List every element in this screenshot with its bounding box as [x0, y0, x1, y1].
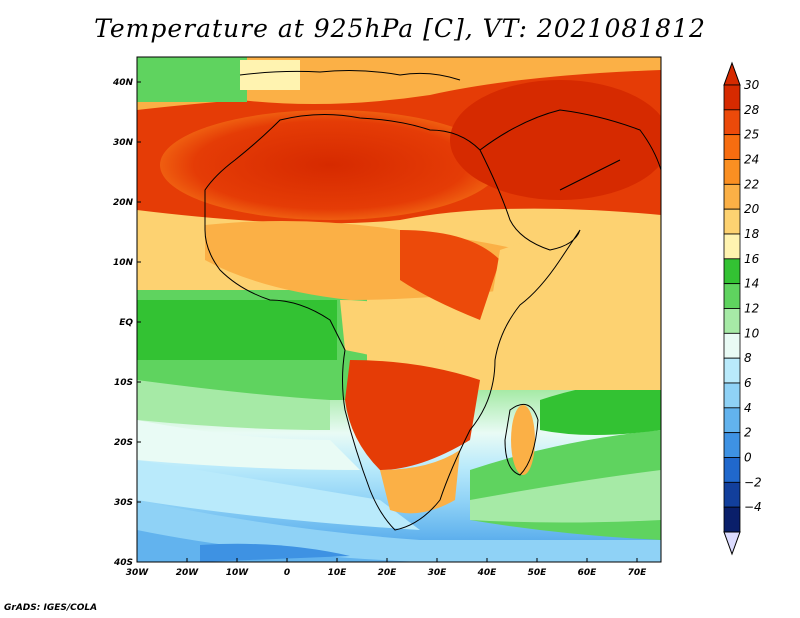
- colorbar-label: 8: [744, 351, 752, 365]
- colorbar-swatch: [723, 407, 741, 434]
- colorbar-swatch: [723, 432, 741, 458]
- lon-label-10e: 10E: [328, 568, 348, 578]
- colorbar-swatch: [723, 134, 741, 160]
- lon-label-40e: 40E: [477, 568, 498, 578]
- colorbar-label: 24: [744, 153, 759, 167]
- lon-label-20w: 20W: [176, 568, 200, 578]
- lat-label-20n: 20N: [113, 198, 134, 208]
- map-title: Temperature at 925hPa [C], VT: 202108181…: [94, 14, 706, 43]
- lon-label-50e: 50E: [528, 568, 548, 578]
- colorbar-swatch: [723, 332, 741, 359]
- lon-label-10w: 10W: [226, 568, 250, 578]
- colorbar-label: 28: [744, 103, 760, 117]
- lat-label-eq: EQ: [119, 318, 133, 328]
- colorbar-swatch: [723, 109, 741, 136]
- colorbar-label: 14: [744, 277, 759, 291]
- longitude-axis: 30W 20W 10W 0 10E 20E 30E 40E 50E 60E 70E: [126, 558, 647, 578]
- colorbar-label: 10: [744, 326, 760, 340]
- colorbar-label: 0: [744, 451, 752, 465]
- colorbar-swatch: [723, 283, 741, 309]
- lat-label-20s: 20S: [114, 438, 133, 448]
- colorbar-swatch: [723, 84, 741, 111]
- colorbar-swatch: [723, 357, 741, 384]
- lon-label-20e: 20E: [378, 568, 398, 578]
- colorbar-swatch: [723, 308, 741, 334]
- colorbar-label: 12: [744, 302, 759, 316]
- lat-label-10s: 10S: [114, 378, 133, 388]
- colorbar-swatch: [723, 183, 741, 210]
- lon-label-70e: 70E: [628, 568, 648, 578]
- coastlines: [204, 70, 661, 531]
- colorbar-swatch: [723, 159, 741, 185]
- colorbar-label: −4: [744, 500, 762, 514]
- colorbar-swatch: [723, 233, 741, 260]
- colorbar-bottom-arrow: [723, 531, 741, 556]
- latitude-axis: 40N 30N 20N 10N EQ 10S 20S 30S 40S: [112, 78, 141, 568]
- colorbar-swatch: [723, 208, 741, 235]
- colorbar-label: 20: [744, 202, 760, 216]
- lat-label-30s: 30S: [114, 498, 133, 508]
- colorbar-top-arrow: [723, 61, 741, 86]
- lon-label-60e: 60E: [578, 568, 598, 578]
- colorbar-swatch: [723, 506, 741, 533]
- colorbar-label: 4: [744, 401, 752, 415]
- colorbar-label: 6: [744, 376, 752, 390]
- lat-label-40n: 40N: [112, 78, 134, 88]
- colorbar-label: 22: [744, 177, 759, 191]
- colorbar-label: 2: [744, 426, 752, 440]
- colorbar-swatch: [723, 258, 741, 285]
- colorbar-swatch: [723, 481, 741, 508]
- colorbar-swatch: [723, 382, 741, 409]
- colorbar-label: 25: [744, 128, 759, 142]
- lon-label-30w: 30W: [126, 568, 150, 578]
- map-frame: [136, 56, 662, 563]
- lat-label-40s: 40S: [113, 558, 133, 568]
- temperature-field: [137, 57, 661, 562]
- lon-label-0: 0: [284, 568, 290, 578]
- grads-credit: GrADS: IGES/COLA: [4, 603, 98, 613]
- lon-label-30e: 30E: [428, 568, 448, 578]
- lat-label-10n: 10N: [113, 258, 134, 268]
- colorbar-label: 18: [744, 227, 760, 241]
- colorbar-label: −2: [744, 475, 762, 489]
- colorbar-label: 30: [744, 78, 760, 92]
- lat-label-30n: 30N: [113, 138, 134, 148]
- colorbar-label: 16: [744, 252, 760, 266]
- colorbar-swatch: [723, 457, 741, 483]
